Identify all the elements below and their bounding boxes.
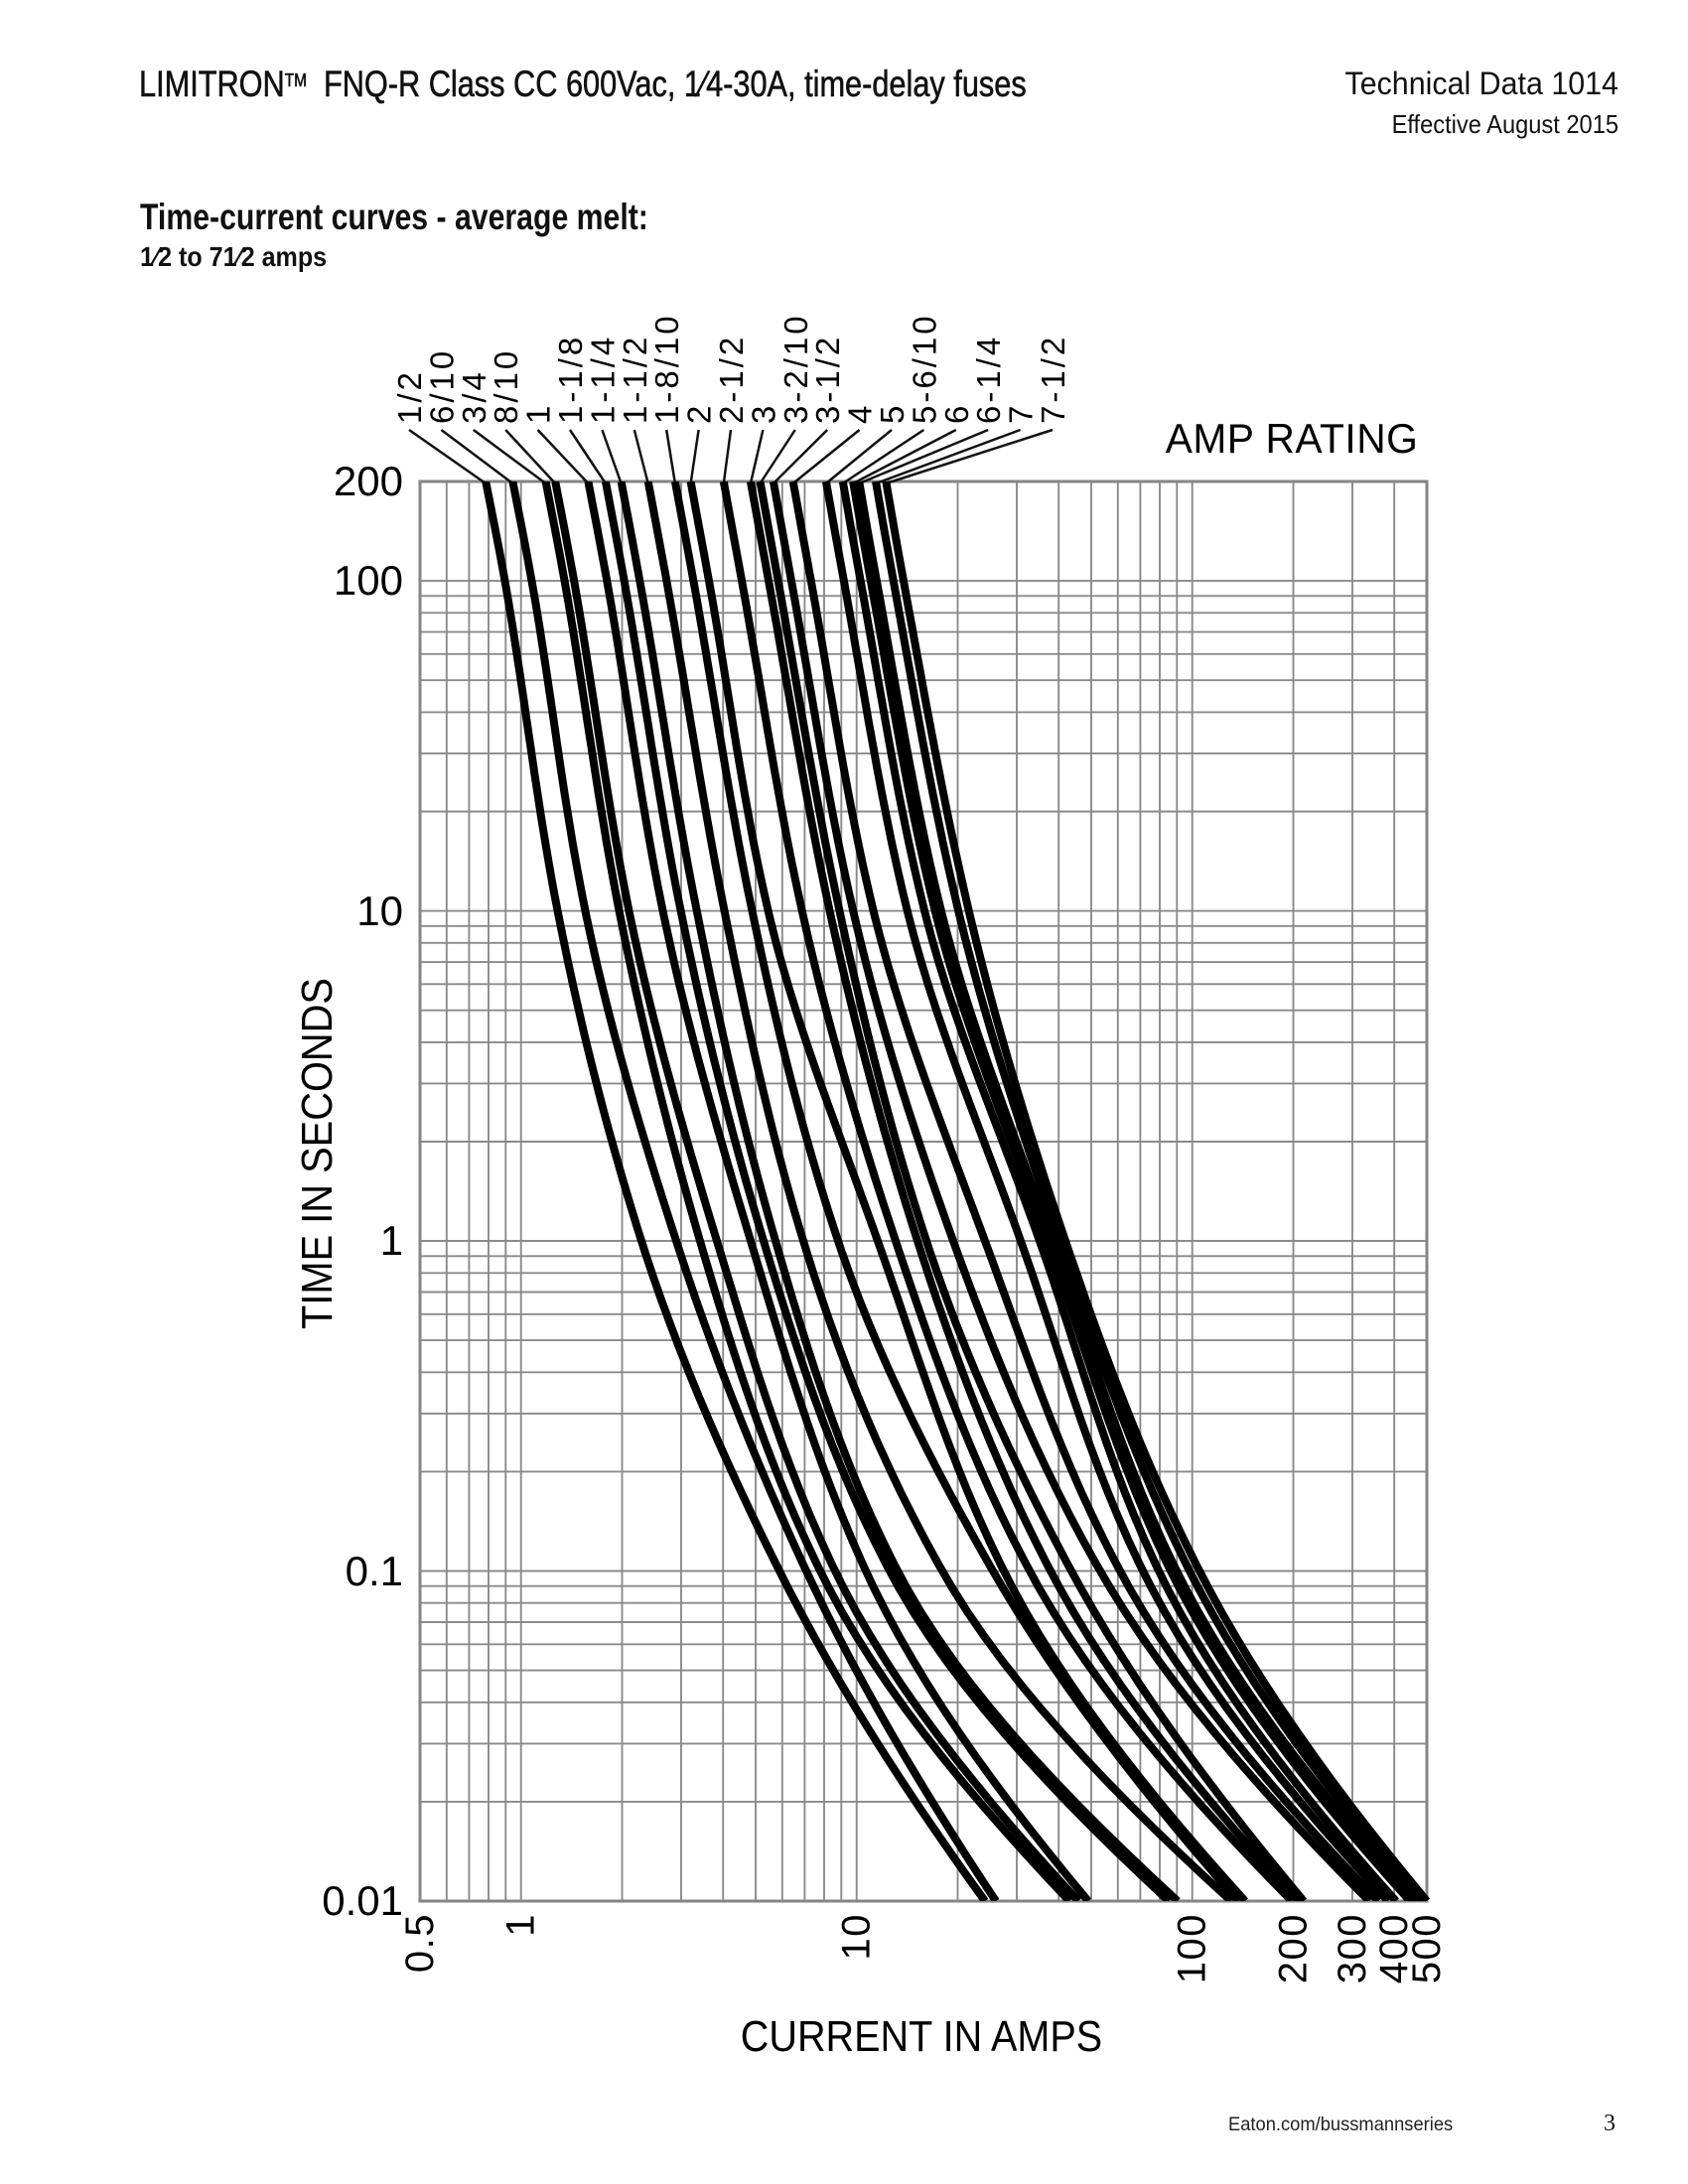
svg-text:3-1/2: 3-1/2 xyxy=(809,335,846,424)
svg-text:6-1/4: 6-1/4 xyxy=(970,335,1007,424)
svg-text:10: 10 xyxy=(835,1913,879,1961)
svg-text:0.1: 0.1 xyxy=(346,1548,403,1594)
svg-text:1-1/8: 1-1/8 xyxy=(552,335,589,424)
svg-text:3-2/10: 3-2/10 xyxy=(777,313,814,424)
svg-text:100: 100 xyxy=(1171,1913,1214,1983)
svg-text:200: 200 xyxy=(1272,1913,1316,1983)
svg-text:0.5: 0.5 xyxy=(398,1913,442,1973)
svg-text:0.01: 0.01 xyxy=(322,1877,403,1924)
svg-text:1-1/2: 1-1/2 xyxy=(617,335,653,424)
svg-text:1: 1 xyxy=(520,403,557,424)
svg-text:7-1/2: 7-1/2 xyxy=(1035,335,1071,424)
svg-text:100: 100 xyxy=(334,557,403,604)
svg-text:300: 300 xyxy=(1331,1913,1374,1983)
svg-text:1-1/4: 1-1/4 xyxy=(584,335,621,424)
svg-text:3: 3 xyxy=(745,403,781,424)
svg-text:AMP RATING: AMP RATING xyxy=(1166,415,1419,462)
svg-text:3/4: 3/4 xyxy=(456,369,492,424)
svg-text:200: 200 xyxy=(334,458,403,504)
svg-text:10: 10 xyxy=(356,887,403,934)
svg-text:2: 2 xyxy=(681,403,718,424)
svg-text:1: 1 xyxy=(499,1913,543,1937)
svg-text:7: 7 xyxy=(1003,403,1040,424)
svg-text:2-1/2: 2-1/2 xyxy=(713,335,750,424)
svg-text:400: 400 xyxy=(1372,1913,1416,1983)
svg-text:6: 6 xyxy=(938,403,975,424)
svg-text:6/10: 6/10 xyxy=(423,348,460,424)
svg-text:8/10: 8/10 xyxy=(488,348,524,424)
svg-text:1/2: 1/2 xyxy=(391,369,428,424)
svg-text:500: 500 xyxy=(1405,1913,1449,1983)
svg-text:CURRENT IN AMPS: CURRENT IN AMPS xyxy=(741,2011,1102,2060)
svg-text:1-8/10: 1-8/10 xyxy=(648,313,685,424)
svg-text:1: 1 xyxy=(380,1217,403,1264)
svg-text:4: 4 xyxy=(842,403,879,424)
svg-text:5-6/10: 5-6/10 xyxy=(906,313,942,424)
svg-text:TIME IN SECONDS: TIME IN SECONDS xyxy=(292,978,341,1329)
svg-text:5: 5 xyxy=(874,403,911,424)
